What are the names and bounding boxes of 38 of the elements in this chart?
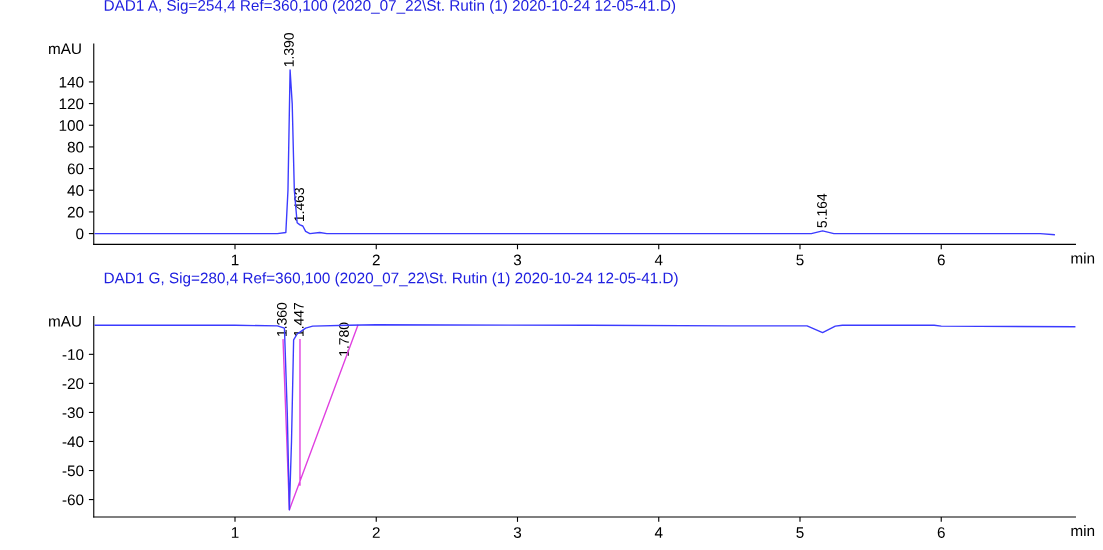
y-axis-title: mAU <box>49 316 81 327</box>
x-tick-label: 3 <box>513 527 522 538</box>
y-tick-label: -10 <box>62 349 84 361</box>
y-tick-label: 40 <box>67 185 84 196</box>
y-tick-label: 20 <box>67 206 84 218</box>
x-tick-label: 1 <box>231 254 239 266</box>
y-axis-title: mAU <box>49 43 81 55</box>
x-tick-label: 5 <box>796 527 804 538</box>
annotation: 1.447 <box>294 302 304 336</box>
y-tick-label: -40 <box>62 436 84 448</box>
y-tick-label: 0 <box>76 228 84 240</box>
annotation: 1.360 <box>276 302 287 336</box>
line-series <box>94 69 1055 236</box>
chart-title: DAD1 A, Sig=254,4 Ref=360,100 (2020_07_22\St. Rutin (1) 2020-10-24 12-05-41.D) <box>104 0 676 14</box>
y-tick-label: 80 <box>67 141 84 153</box>
y-tick-label: -50 <box>62 465 84 477</box>
y-tick-label: 120 <box>59 98 84 110</box>
x-axis-title: min <box>1071 252 1095 264</box>
chart-title: DAD1 G, Sig=280,4 Ref=360,100 (2020_07_22\St. Rutin (1) 2020-10-24 12-05-41.D) <box>104 272 678 287</box>
x-tick-label: 6 <box>937 254 945 266</box>
y-tick-label: -30 <box>62 407 84 419</box>
y-tick-label: 100 <box>59 120 84 131</box>
annotation: 1.780 <box>339 322 349 356</box>
annotation: 5.164 <box>817 193 827 228</box>
x-tick-label: 2 <box>372 254 380 266</box>
x-tick-label: 5 <box>796 254 804 266</box>
x-tick-label: 2 <box>372 527 380 538</box>
y-tick-label: -60 <box>62 494 84 506</box>
x-tick-label: 1 <box>231 527 239 538</box>
y-tick-label: -20 <box>62 378 84 390</box>
x-tick-label: 4 <box>654 527 663 538</box>
y-tick-label: 140 <box>59 76 84 88</box>
x-tick-label: 6 <box>937 527 945 538</box>
x-axis-title: min <box>1071 525 1095 537</box>
annotation: 1.390 <box>283 33 294 67</box>
x-tick-label: 4 <box>654 254 663 266</box>
x-tick-label: 3 <box>513 254 522 266</box>
y-tick-label: 60 <box>67 163 84 175</box>
